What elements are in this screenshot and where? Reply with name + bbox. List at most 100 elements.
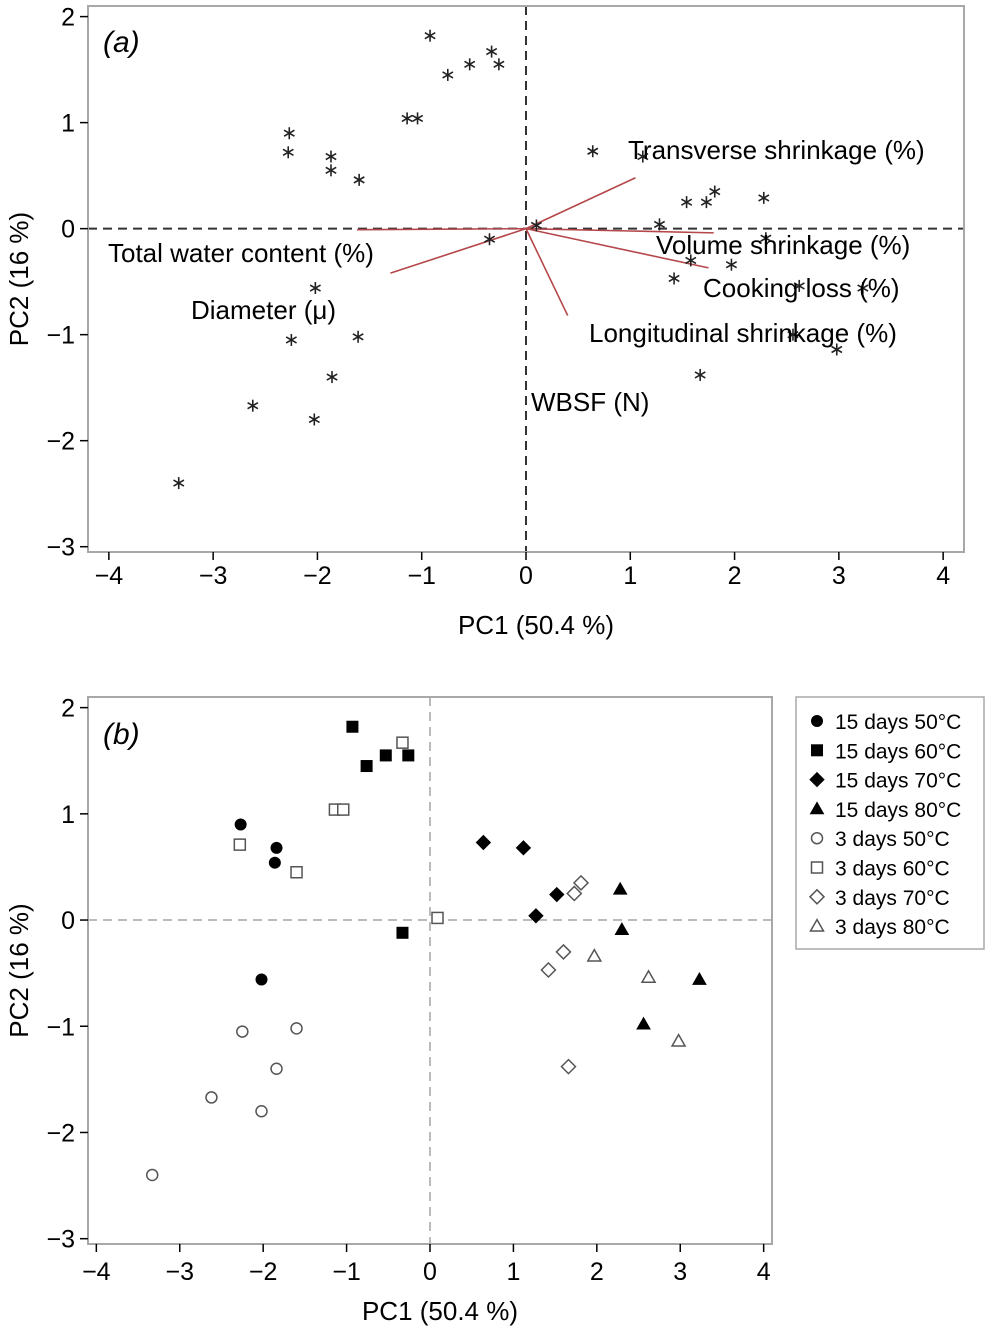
data-point — [145, 1168, 159, 1182]
data-point — [353, 173, 365, 186]
data-point — [560, 1058, 577, 1075]
x-tick-label: −4 — [82, 1258, 111, 1286]
loading-vector — [525, 227, 714, 234]
y-axis-title: PC2 (16 %) — [4, 212, 34, 346]
data-point — [653, 218, 666, 231]
x-tick-label: 3 — [673, 1258, 687, 1286]
legend-marker — [809, 801, 825, 815]
legend-entry: 15 days 70°C — [835, 770, 961, 793]
x-tick-label: 4 — [757, 1258, 771, 1286]
data-point — [290, 866, 303, 879]
vector-label-longitudinal-shrinkage: Longitudinal shrinkage (%) — [589, 318, 897, 348]
y-tick-label: −2 — [46, 428, 75, 456]
data-point-stroke — [587, 147, 599, 155]
data-point-stroke — [694, 371, 706, 379]
data-point — [270, 841, 283, 854]
data-point — [290, 1022, 303, 1035]
data-point-stroke — [442, 71, 454, 79]
legend-entry: 3 days 80°C — [835, 916, 950, 939]
data-point-stroke — [668, 274, 680, 283]
vector-label-cooking-loss: Cooking loss (%) — [703, 273, 900, 303]
data-point — [236, 1025, 249, 1038]
legend-entry: 3 days 60°C — [835, 858, 950, 881]
legend-entry: 15 days 50°C — [835, 711, 961, 734]
x-tick-label: −2 — [303, 562, 332, 590]
data-point — [336, 803, 350, 816]
data-point-stroke — [493, 60, 505, 69]
data-point — [308, 413, 320, 426]
data-point — [700, 196, 713, 209]
y-tick-label: 0 — [61, 216, 75, 244]
data-point — [442, 68, 454, 81]
data-point — [831, 343, 843, 356]
data-point — [411, 112, 424, 125]
data-point-stroke — [831, 345, 843, 354]
data-point-stroke — [353, 176, 365, 184]
data-point — [540, 961, 557, 979]
series-1 — [346, 720, 415, 939]
data-point — [268, 856, 281, 869]
series-2 — [475, 834, 565, 924]
data-point-stroke — [173, 479, 185, 487]
data-point-stroke — [352, 333, 364, 341]
y-tick-label: 2 — [61, 4, 75, 32]
legend-marker — [810, 831, 824, 845]
x-tick-label: −3 — [199, 562, 228, 590]
x-tick-label: 1 — [623, 562, 637, 590]
series-5 — [233, 736, 444, 925]
y-tick-label: −1 — [46, 1013, 75, 1041]
legend-marker — [810, 861, 824, 874]
data-point — [572, 874, 590, 891]
legend-entry: 15 days 80°C — [835, 799, 961, 822]
data-point — [424, 29, 436, 42]
x-axis-title: PC1 (50.4 %) — [458, 610, 614, 640]
y-tick-label: 1 — [61, 110, 75, 138]
data-point-stroke — [681, 198, 693, 206]
data-point-stroke — [309, 284, 321, 292]
data-point-stroke — [424, 31, 436, 40]
legend-marker — [808, 888, 826, 905]
data-point-stroke — [758, 194, 770, 202]
y-tick-label: 1 — [61, 801, 75, 829]
legend-box — [795, 696, 985, 950]
data-point — [205, 1091, 218, 1104]
x-tick-label: 0 — [519, 562, 533, 590]
data-point — [587, 145, 599, 158]
vector-label-diameter: Diameter (μ) — [191, 295, 336, 325]
data-point-stroke — [725, 260, 738, 269]
y-tick-label: −3 — [46, 534, 75, 562]
legend-entry: 3 days 70°C — [835, 887, 950, 910]
data-point — [255, 1104, 268, 1118]
data-point — [255, 973, 268, 986]
data-point-stroke — [326, 373, 338, 381]
data-point-stroke — [787, 330, 799, 339]
data-point-stroke — [857, 284, 869, 292]
y-axis-title: PC2 (16 %) — [4, 903, 34, 1037]
data-point-stroke — [282, 148, 294, 156]
data-point — [668, 272, 680, 285]
legend-entry: 15 days 60°C — [835, 740, 961, 763]
y-tick-label: 0 — [61, 907, 75, 935]
x-tick-label: −1 — [407, 562, 436, 590]
legend-marker — [811, 744, 823, 757]
data-point — [325, 150, 337, 163]
data-point — [493, 58, 505, 71]
data-point — [475, 834, 492, 851]
loading-vector — [525, 227, 709, 269]
data-point-stroke — [685, 256, 697, 265]
data-point — [528, 908, 544, 924]
legend-entry: 3 days 50°C — [835, 828, 950, 851]
data-point — [758, 191, 770, 204]
data-point — [325, 164, 337, 177]
data-point-stroke — [709, 187, 721, 196]
data-point — [709, 185, 721, 198]
data-point-stroke — [653, 220, 666, 229]
loading-vector — [525, 228, 569, 316]
data-point — [352, 330, 364, 343]
data-point — [464, 58, 476, 71]
data-point — [566, 885, 583, 902]
data-point-stroke — [483, 235, 496, 243]
data-point-stroke — [308, 415, 320, 424]
data-point-stroke — [700, 198, 713, 206]
